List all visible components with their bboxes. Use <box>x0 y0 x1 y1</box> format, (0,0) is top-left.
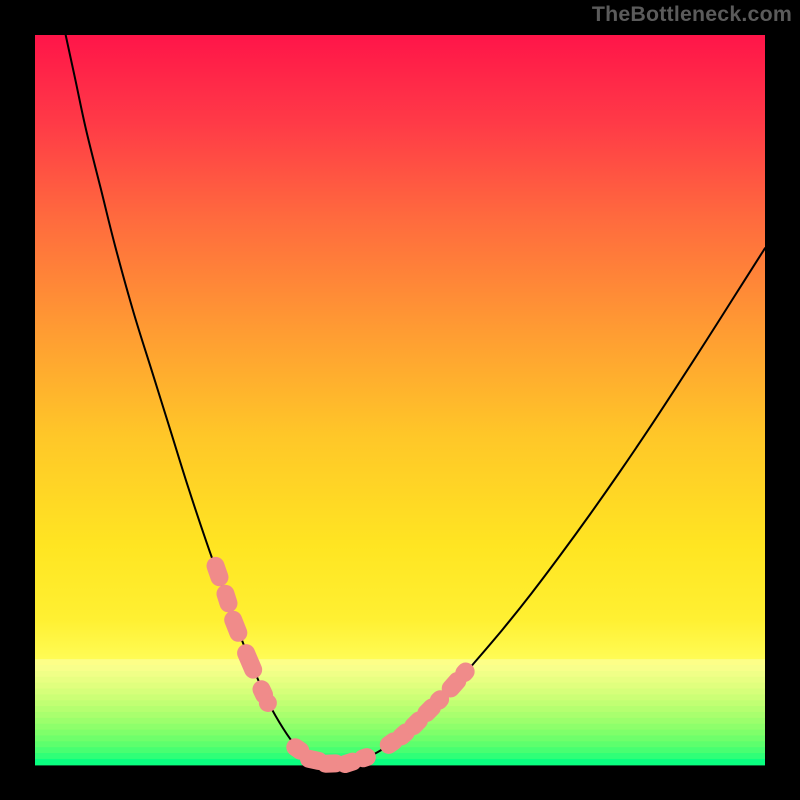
plot-area <box>35 35 765 765</box>
color-band <box>35 677 765 683</box>
color-band <box>35 683 765 689</box>
color-band <box>35 671 765 677</box>
color-band <box>35 700 765 706</box>
chart-svg <box>35 35 765 765</box>
green-band-stack <box>35 659 765 765</box>
color-band <box>35 753 765 759</box>
chart-frame: TheBottleneck.com <box>0 0 800 800</box>
watermark-label: TheBottleneck.com <box>592 2 792 27</box>
color-band <box>35 718 765 724</box>
color-band <box>35 665 765 671</box>
gradient-background <box>35 35 765 765</box>
color-band <box>35 747 765 753</box>
color-band <box>35 659 765 665</box>
color-band <box>35 759 765 765</box>
color-band <box>35 706 765 712</box>
color-band <box>35 694 765 700</box>
color-band <box>35 689 765 695</box>
color-band <box>35 712 765 718</box>
